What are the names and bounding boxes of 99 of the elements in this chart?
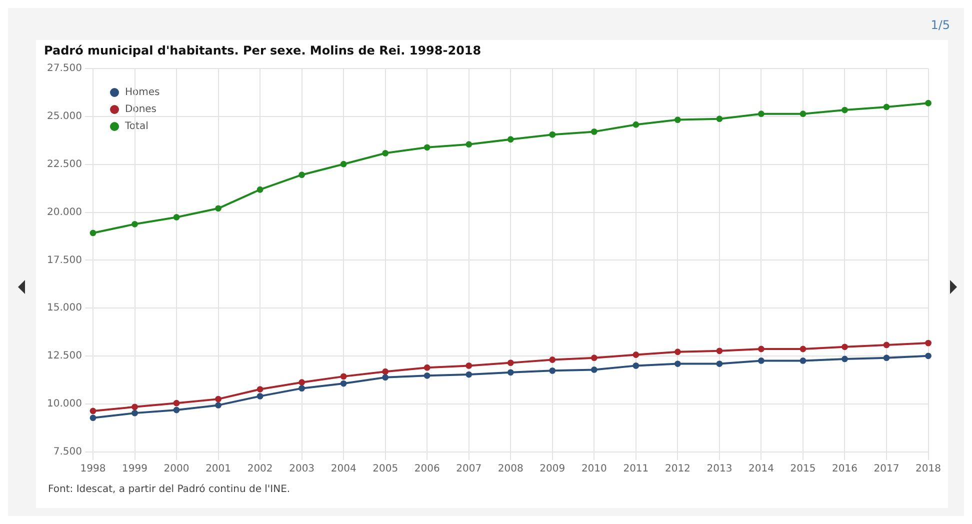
point	[590, 366, 598, 373]
point	[883, 342, 890, 348]
point	[382, 368, 389, 375]
x-tick-label: 2012	[664, 464, 690, 475]
point	[382, 374, 389, 381]
point	[549, 356, 556, 363]
y-tick-label: 22.500	[46, 158, 82, 170]
point	[298, 172, 306, 178]
point	[800, 358, 806, 364]
point	[800, 110, 806, 118]
point	[842, 106, 848, 114]
point	[507, 136, 514, 143]
point	[674, 360, 681, 367]
point	[590, 354, 598, 362]
point	[674, 116, 681, 124]
y-tick-label: 7.500	[53, 446, 82, 458]
point	[590, 128, 598, 135]
point	[90, 230, 96, 236]
x-tick-label: 2001	[206, 464, 232, 475]
point	[758, 358, 764, 364]
point	[132, 410, 138, 416]
point	[173, 214, 180, 220]
point	[507, 369, 514, 376]
x-tick-label: 2002	[247, 464, 273, 475]
point	[340, 373, 347, 380]
text: Font: Idescat, a partir del Padró continu de l'INE.	[48, 484, 292, 495]
x-tick-label: 2008	[498, 464, 524, 475]
point	[256, 186, 264, 193]
point	[925, 340, 932, 346]
point	[298, 385, 306, 392]
x-tick-label: 2010	[581, 464, 607, 475]
x-tick-label: 2015	[790, 464, 816, 475]
point	[132, 404, 138, 410]
x-tick-label: 1998	[80, 464, 106, 475]
legend-label: Total	[125, 121, 148, 132]
legend-label: Homes	[125, 87, 160, 98]
point	[800, 346, 806, 352]
y-tick-label: 12.500	[46, 350, 82, 362]
point	[925, 100, 932, 106]
point	[925, 352, 932, 360]
point	[632, 362, 640, 369]
point	[842, 344, 848, 350]
legend-label: Dones	[125, 104, 157, 115]
point	[215, 205, 222, 212]
x-tick-label: 2017	[874, 464, 900, 475]
y-tick-label: 20.000	[46, 206, 82, 218]
point	[173, 406, 180, 414]
point	[716, 116, 723, 122]
point	[132, 220, 138, 228]
point	[716, 348, 723, 354]
x-tick-label: 2013	[706, 464, 732, 475]
text: 1/5	[930, 18, 950, 32]
x-tick-label: 2006	[414, 464, 440, 475]
point	[883, 354, 890, 362]
point	[340, 160, 347, 168]
y-tick-label: 27.500	[46, 62, 82, 74]
point	[340, 380, 347, 387]
point	[90, 414, 96, 422]
x-tick-label: 2007	[456, 464, 482, 475]
x-tick-label: 1999	[122, 464, 148, 475]
point	[716, 360, 723, 367]
point	[507, 360, 514, 366]
point	[549, 367, 556, 374]
point	[424, 364, 430, 371]
x-tick-label: 2018	[916, 464, 941, 475]
x-tick-label: 2014	[748, 464, 774, 475]
point	[758, 110, 764, 118]
point	[424, 144, 430, 151]
x-tick-label: 2003	[289, 464, 315, 475]
point	[842, 356, 848, 362]
point	[256, 386, 264, 392]
point	[674, 348, 681, 356]
point	[549, 131, 556, 138]
point	[758, 346, 764, 352]
x-tick-label: 2009	[540, 464, 566, 475]
point	[883, 104, 890, 110]
point	[298, 379, 306, 386]
y-tick-label: 10.000	[46, 398, 82, 410]
point	[424, 372, 430, 379]
point	[632, 352, 640, 358]
point	[215, 402, 222, 408]
point	[466, 371, 472, 378]
point	[632, 121, 640, 128]
x-tick-label: 2000	[164, 464, 190, 475]
point	[382, 150, 389, 156]
point	[173, 400, 180, 406]
x-tick-label: 2004	[330, 464, 356, 475]
point	[90, 408, 96, 414]
y-tick-label: 25.000	[46, 110, 82, 122]
point	[256, 392, 264, 400]
point	[215, 396, 222, 402]
point	[466, 362, 472, 369]
y-tick-label: 15.000	[46, 302, 82, 314]
x-tick-label: 2016	[832, 464, 858, 475]
y-tick-label: 17.500	[46, 254, 82, 266]
x-tick-label: 2011	[623, 464, 649, 475]
point	[466, 141, 472, 148]
chart-title: Padró municipal d'habitants. Per sexe. Molins de Rei. 1998-2018	[44, 43, 482, 58]
x-tick-label: 2005	[372, 464, 398, 475]
